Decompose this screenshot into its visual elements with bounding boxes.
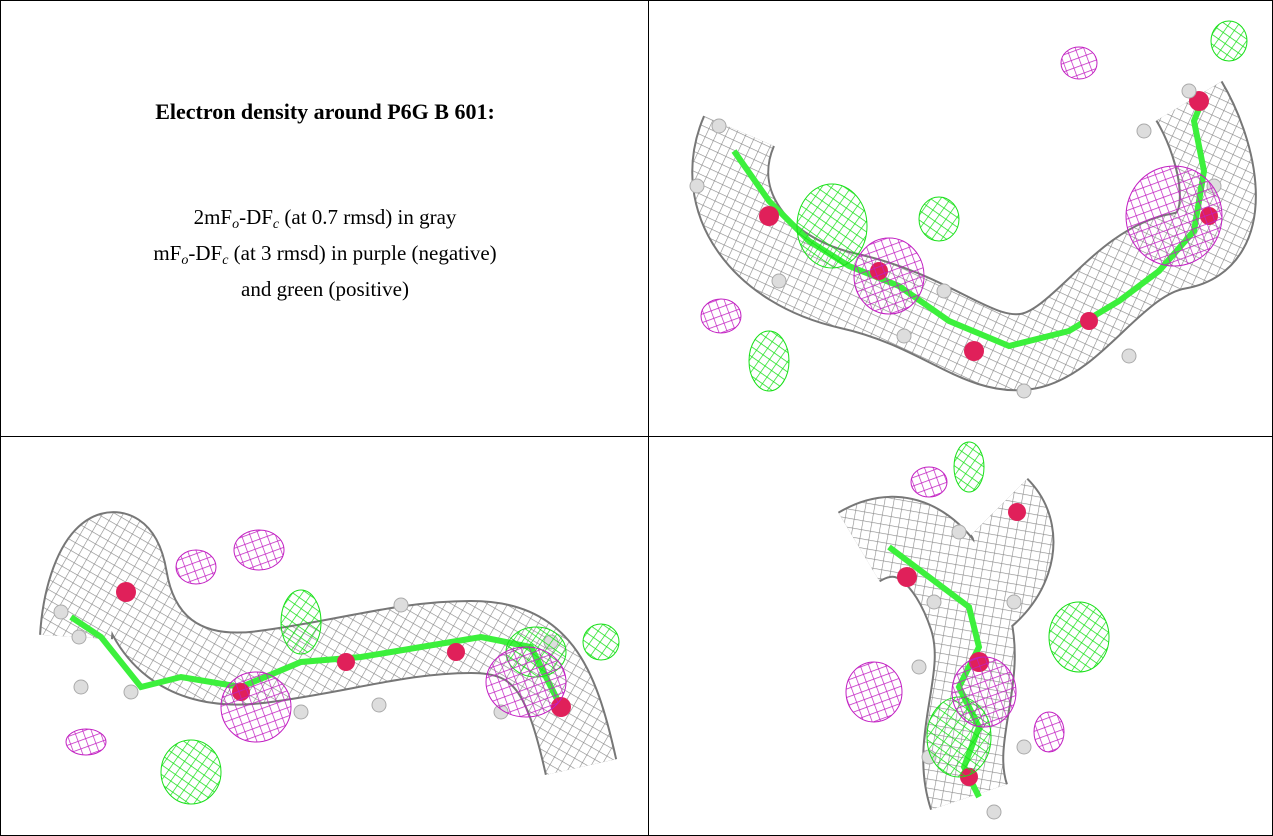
figure-table: Electron density around P6G B 601: 2mFo-… xyxy=(0,0,1273,836)
text-run: 2mF xyxy=(194,205,233,229)
text-run: mF xyxy=(153,241,181,265)
caption-line: 2mFo-DFc (at 0.7 rmsd) in gray xyxy=(1,203,649,239)
caption-line: mFo-DFc (at 3 rmsd) in purple (negative) xyxy=(1,239,649,275)
caption-cell: Electron density around P6G B 601: 2mFo-… xyxy=(1,1,649,437)
text-run: (at 0.7 rmsd) in gray xyxy=(279,205,456,229)
view-1 xyxy=(649,1,1273,437)
density-view xyxy=(649,1,1273,436)
view-3 xyxy=(649,437,1273,836)
text-run: -DF xyxy=(239,205,273,229)
density-view xyxy=(1,437,649,836)
density-view xyxy=(649,437,1273,836)
text-run: (at 3 rmsd) in purple (negative) xyxy=(228,241,496,265)
text-run: and green (positive) xyxy=(241,277,409,301)
view-2 xyxy=(1,437,649,836)
caption-title: Electron density around P6G B 601: xyxy=(1,99,649,125)
caption-line: and green (positive) xyxy=(1,275,649,304)
text-run: -DF xyxy=(188,241,222,265)
